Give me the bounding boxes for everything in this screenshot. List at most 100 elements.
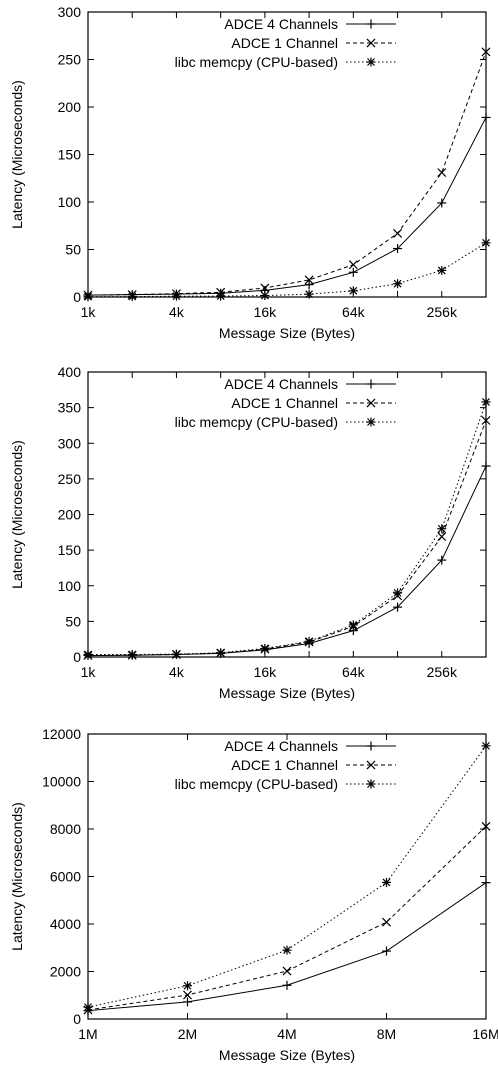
data-point [260,643,270,653]
x-axis-label: Message Size (Bytes) [219,325,355,341]
data-point [304,289,314,299]
y-tick-label: 50 [65,613,81,629]
data-point [481,112,491,122]
legend-marker [366,741,376,751]
series-3 [83,397,491,660]
legend-label: libc memcpy (CPU-based) [175,776,338,792]
data-point [183,990,192,1000]
series-1 [83,112,491,300]
x-axis-label: Message Size (Bytes) [219,1047,355,1063]
legend-marker [366,417,376,427]
x-tick-label: 16M [472,1026,498,1042]
series-3 [83,741,491,1012]
legend-label: ADCE 1 Channel [231,35,338,51]
y-tick-label: 2000 [50,964,81,980]
x-tick-label: 2M [178,1026,197,1042]
x-tick-label: 64k [342,304,366,320]
series-2 [83,415,491,661]
legend-label: ADCE 4 Channels [224,376,338,392]
legend-label: ADCE 4 Channels [224,738,338,754]
y-tick-label: 350 [58,400,82,416]
legend-marker [366,760,376,770]
series-line [87,420,487,657]
data-point [382,877,391,887]
data-point [481,47,491,57]
x-tick-label: 4k [169,304,185,320]
legend: ADCE 4 Channels ADCE 1 Channel libc memcpy… [175,376,396,430]
y-axis-label: Latency (Microseconds) [9,802,25,951]
y-tick-label: 100 [58,194,82,210]
legend-label: ADCE 1 Channel [231,757,338,773]
data-point [393,588,403,598]
y-tick-label: 12000 [42,726,81,742]
y-tick-label: 0 [73,649,81,665]
y-tick-label: 4000 [50,916,81,932]
y-tick-label: 8000 [50,821,81,837]
x-tick-label: 64k [342,664,366,680]
x-tick-label: 4k [169,664,185,680]
legend-marker [366,398,376,408]
data-point [282,945,292,955]
data-point [437,524,447,534]
y-tick-label: 200 [58,99,82,115]
data-point [260,283,270,293]
data-point [481,415,491,425]
series-line [87,745,487,1008]
y-tick-label: 6000 [50,869,81,885]
data-point [348,620,358,630]
legend-label: libc memcpy (CPU-based) [175,414,338,430]
data-point [348,267,358,277]
data-point [127,292,137,302]
y-tick-label: 50 [65,242,81,258]
x-tick-label: 256k [427,304,458,320]
series-line [87,51,487,296]
y-tick-label: 200 [58,507,82,523]
x-tick-label: 1M [78,1026,97,1042]
series-line [87,826,487,1011]
data-point [437,168,447,178]
x-tick-label: 256k [427,664,458,680]
data-point [304,280,314,290]
x-tick-label: 8M [377,1026,396,1042]
y-axis-label: Latency (Microseconds) [9,80,25,229]
y-axis-label: Latency (Microseconds) [9,440,25,589]
data-point [393,279,403,289]
data-point [382,946,391,956]
series-line [88,401,487,656]
x-tick-label: 16k [254,664,278,680]
data-point [393,602,403,612]
data-point [437,555,447,565]
y-tick-label: 300 [58,435,82,451]
legend-label: libc memcpy (CPU-based) [175,54,338,70]
chart-3: 0 2000 4000 6000 8000 10000 12000 1M 2M 4M 8M 16M Me… [9,726,498,1063]
series-2 [83,47,491,300]
y-tick-label: 0 [73,1011,81,1027]
data-point [216,648,226,658]
data-point [393,244,403,254]
x-tick-label: 16k [254,304,278,320]
data-point [348,260,358,270]
data-point [481,397,491,407]
chart-2: 0 50 100 150 200 250 300 350 400 1k 4k 16k 64k 256k Me… [9,364,491,701]
y-tick-label: 400 [58,364,82,380]
data-point [171,649,181,659]
data-point [216,291,226,301]
data-point [183,981,192,991]
data-point [437,265,447,275]
data-point [348,286,358,296]
data-point [282,966,292,976]
data-point [83,1002,93,1012]
x-tick-label: 1k [81,664,97,680]
legend-marker [366,379,376,389]
data-point [83,650,93,660]
data-point [382,917,391,927]
series-1 [83,878,491,1016]
series-line [87,117,487,296]
data-point [304,636,314,646]
data-point [481,878,491,888]
x-axis-label: Message Size (Bytes) [219,685,355,701]
series-line [87,465,487,657]
data-point [481,821,491,831]
data-point [481,741,491,751]
